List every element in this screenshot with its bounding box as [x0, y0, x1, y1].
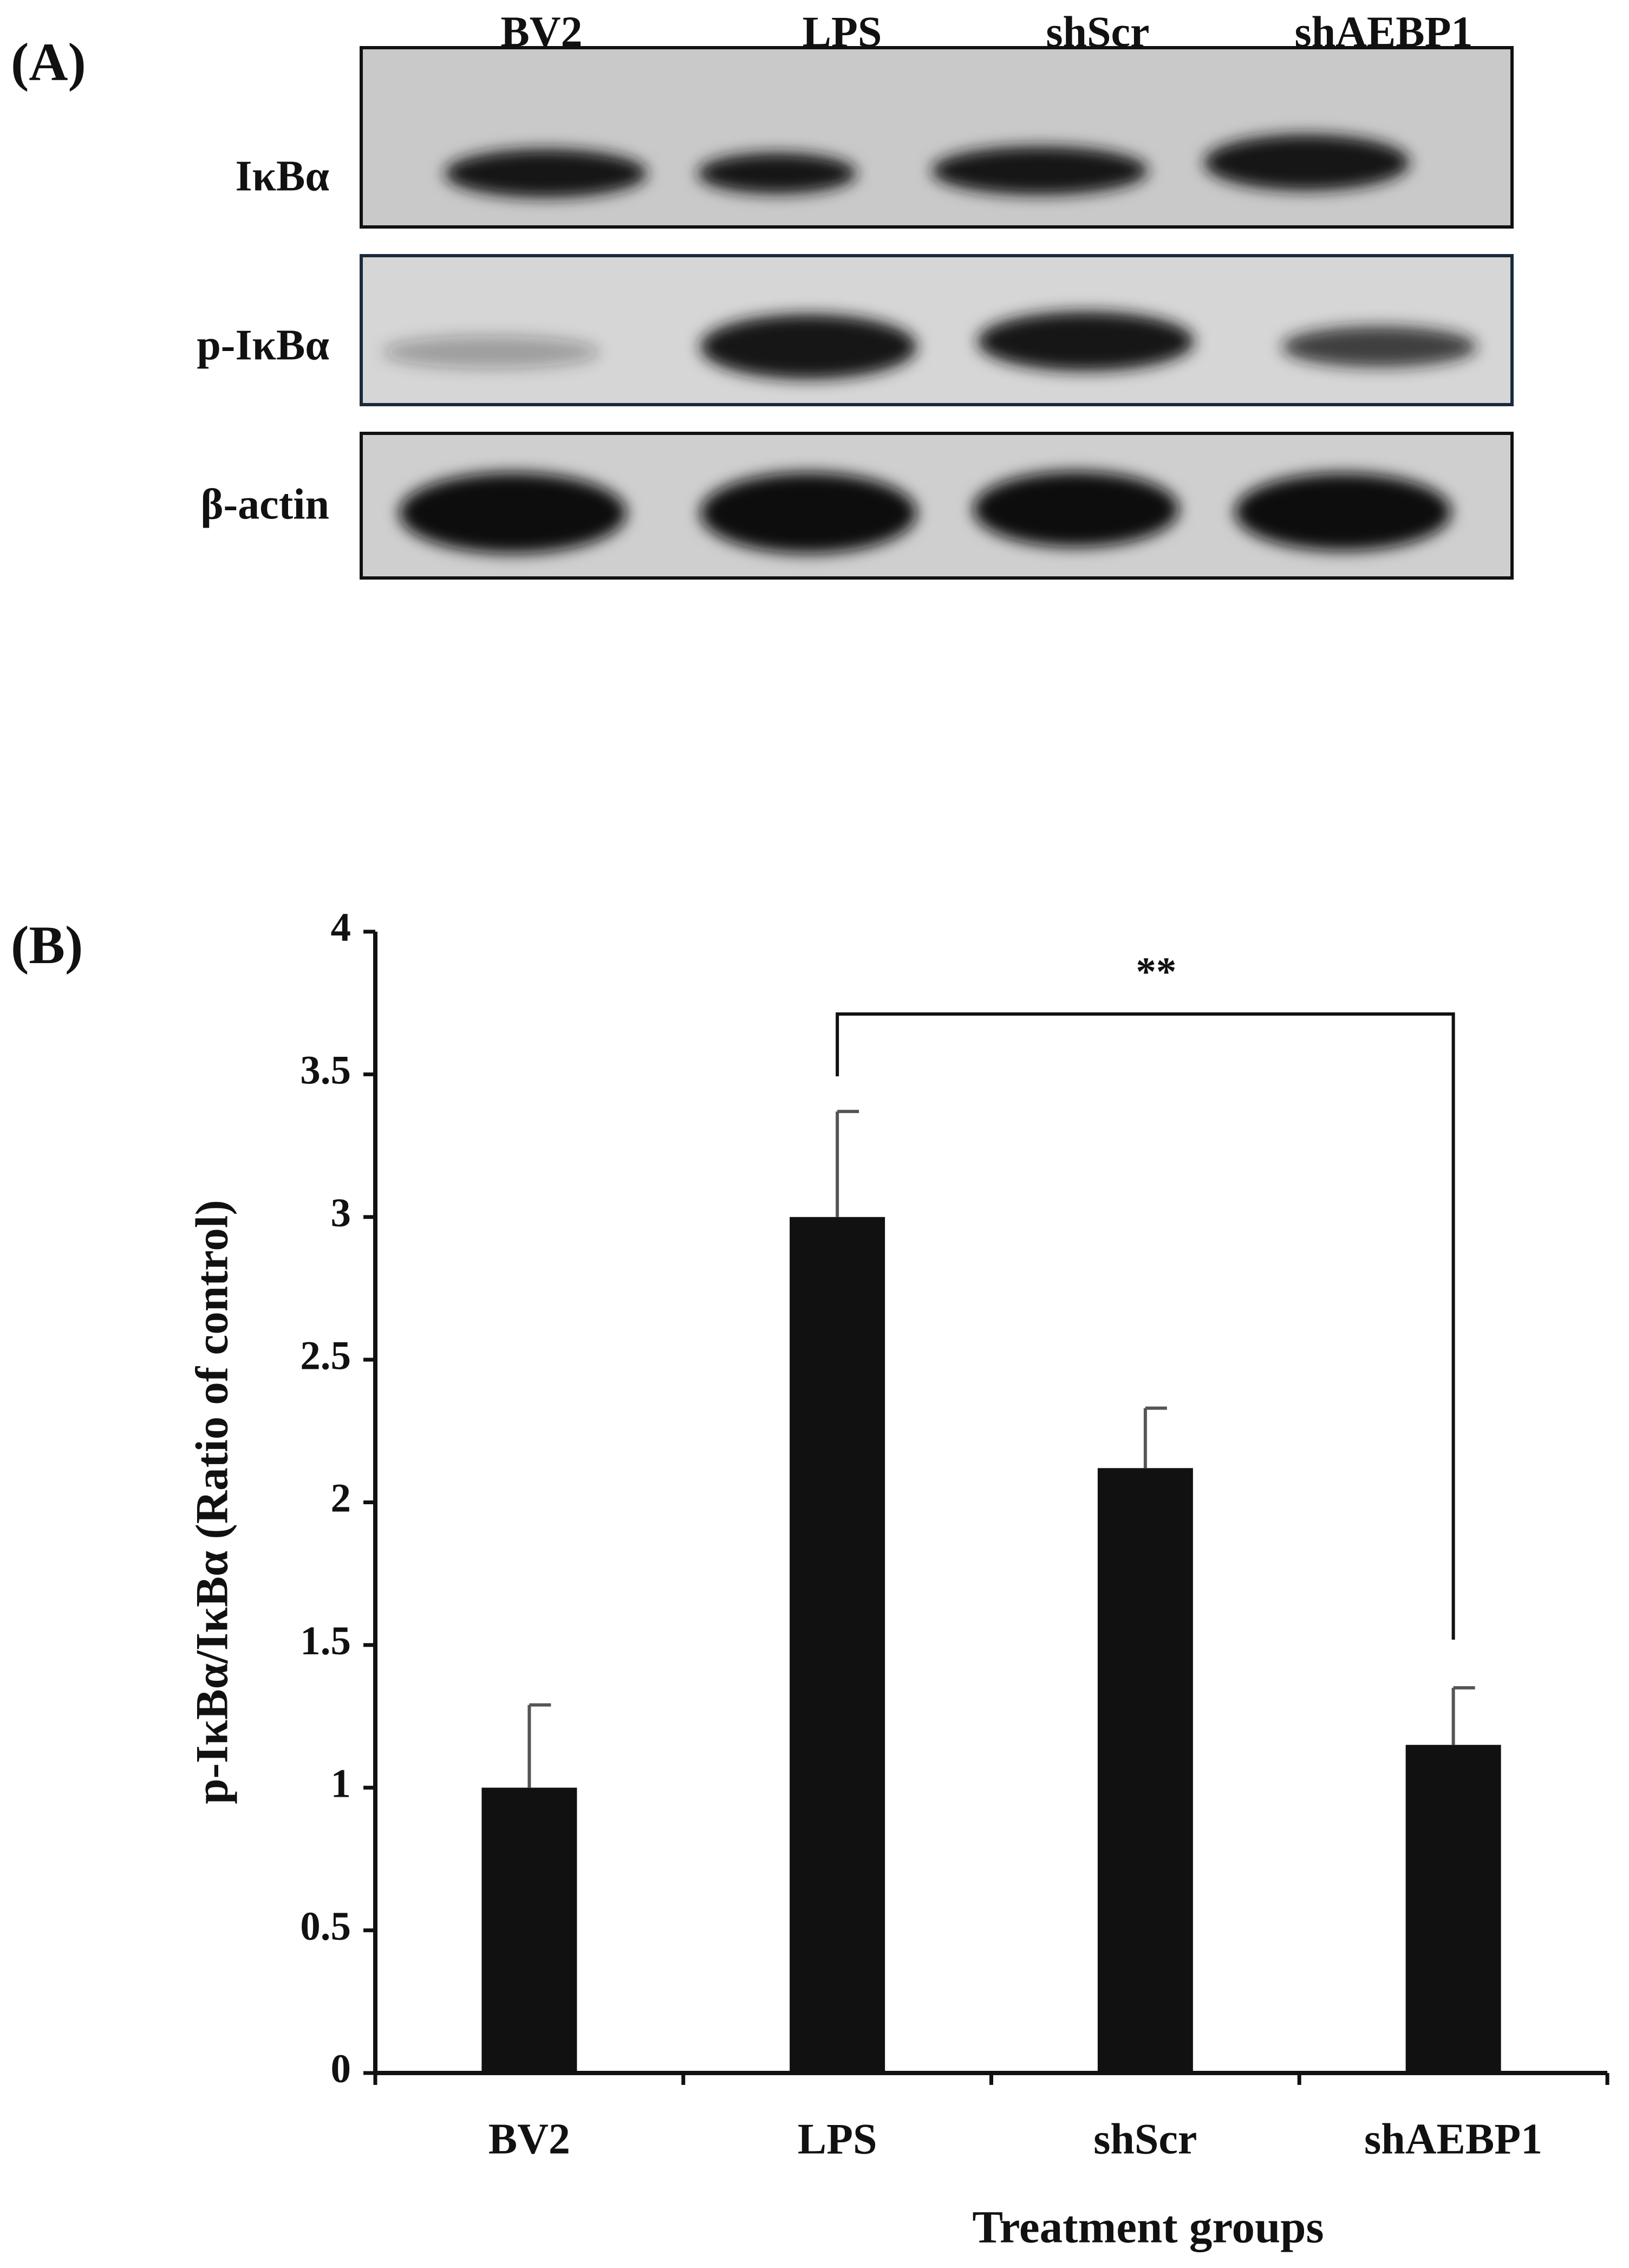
- bar: [481, 1788, 577, 2073]
- row-label: IκBα: [235, 152, 329, 200]
- row-label: β-actin: [200, 480, 329, 528]
- error-bar: [1451, 1686, 1475, 1745]
- y-tick-label: 1: [331, 1761, 351, 1806]
- y-tick-label: 3: [331, 1191, 351, 1236]
- row-label: p-IκBα: [197, 321, 329, 369]
- y-axis-title: p-IκBα/IκBα (Ratio of control): [187, 1200, 238, 1804]
- y-tick-label: 2: [331, 1476, 351, 1521]
- bar: [1097, 1468, 1193, 2073]
- y-tick-label: 4: [331, 905, 351, 950]
- significance-label: **: [1136, 950, 1176, 995]
- bar: [790, 1217, 885, 2073]
- y-tick-label: 1.5: [300, 1619, 351, 1663]
- error-bar: [1143, 1406, 1167, 1468]
- x-axis-title: Treatment groups: [972, 2202, 1324, 2253]
- significance-bracket: [836, 1012, 1455, 1640]
- y-tick-label: 3.5: [300, 1048, 351, 1093]
- x-tick-label: BV2: [488, 2115, 570, 2163]
- panel-label: (A): [11, 32, 86, 92]
- blot-row: [360, 432, 1514, 580]
- x-tick-label: LPS: [798, 2115, 877, 2163]
- blot-row: [360, 254, 1514, 406]
- error-bar: [836, 1109, 859, 1217]
- y-tick-label: 2.5: [300, 1333, 351, 1378]
- panel-label: (B): [11, 915, 83, 975]
- x-tick-label: shAEBP1: [1364, 2115, 1542, 2163]
- x-tick-label: shScr: [1093, 2115, 1197, 2163]
- y-tick-label: 0.5: [300, 1904, 351, 1949]
- y-tick-label: 0: [331, 2046, 351, 2091]
- error-bar: [527, 1703, 551, 1788]
- blot-row: [360, 46, 1514, 229]
- bar: [1405, 1745, 1501, 2073]
